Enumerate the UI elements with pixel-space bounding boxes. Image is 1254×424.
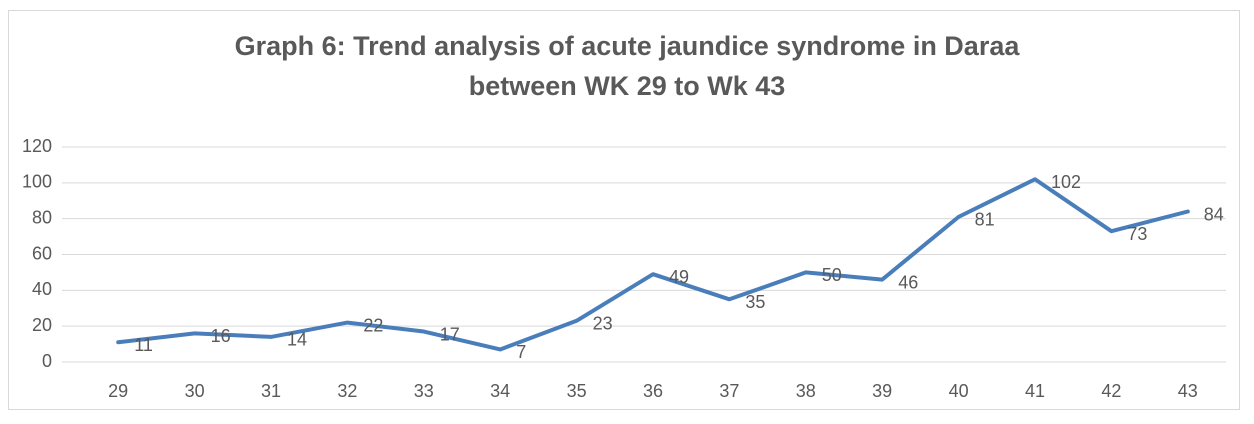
data-line <box>116 177 1190 352</box>
x-tick-label: 37 <box>719 381 739 401</box>
x-tick-label: 29 <box>108 381 128 401</box>
data-label: 84 <box>1204 204 1224 224</box>
data-label: 50 <box>822 265 842 285</box>
data-label: 23 <box>593 314 613 334</box>
data-label: 14 <box>287 330 307 350</box>
x-tick-label: 30 <box>185 381 205 401</box>
x-tick-label: 42 <box>1101 381 1121 401</box>
x-tick-label: 32 <box>337 381 357 401</box>
data-label: 46 <box>898 272 918 292</box>
data-label: 17 <box>440 324 460 344</box>
x-tick-label: 36 <box>643 381 663 401</box>
x-tick-label: 35 <box>567 381 587 401</box>
chart-frame <box>8 10 1240 410</box>
y-tick-label: 100 <box>22 172 52 192</box>
y-tick-label: 20 <box>32 315 52 335</box>
x-tick-label: 33 <box>414 381 434 401</box>
chart-title: Graph 6: Trend analysis of acute jaundic… <box>234 31 1020 101</box>
x-tick-label: 38 <box>796 381 816 401</box>
y-tick-label: 80 <box>32 207 52 227</box>
x-tick-label: 40 <box>949 381 969 401</box>
data-label: 49 <box>669 267 689 287</box>
y-tick-label: 40 <box>32 279 52 299</box>
data-label: 11 <box>134 335 153 355</box>
data-label: 22 <box>363 315 383 335</box>
x-tick-label: 31 <box>261 381 281 401</box>
data-label: 102 <box>1051 172 1081 192</box>
data-label: 73 <box>1127 224 1147 244</box>
y-tick-label: 120 <box>22 136 52 156</box>
x-tick-label: 43 <box>1178 381 1198 401</box>
data-label: 35 <box>745 292 765 312</box>
data-label: 16 <box>211 326 231 346</box>
x-tick-label: 39 <box>872 381 892 401</box>
y-tick-label: 60 <box>32 243 52 263</box>
y-tick-label: 0 <box>42 351 52 371</box>
x-tick-label: 34 <box>490 381 510 401</box>
data-label: 81 <box>975 210 995 230</box>
x-tick-label: 41 <box>1025 381 1045 401</box>
data-label: 7 <box>516 342 526 362</box>
